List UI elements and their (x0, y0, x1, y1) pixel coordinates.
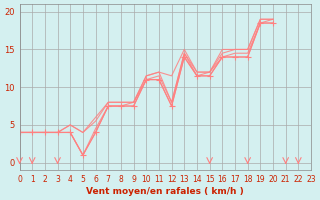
X-axis label: Vent moyen/en rafales ( km/h ): Vent moyen/en rafales ( km/h ) (86, 187, 244, 196)
